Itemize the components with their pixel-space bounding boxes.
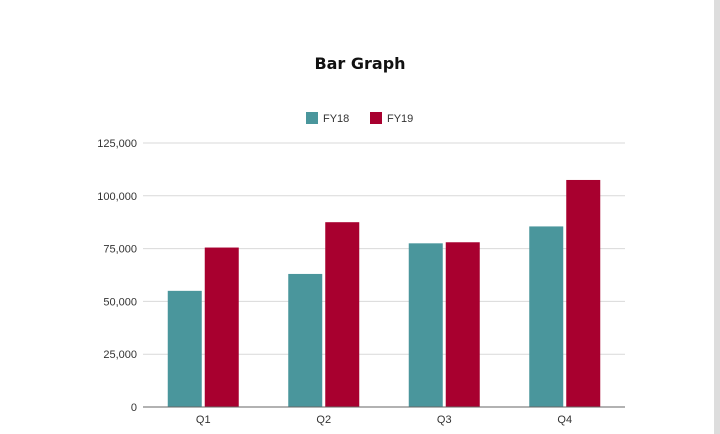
legend-swatch-fy18 — [306, 112, 318, 124]
x-axis: Q1 Q2 Q3 Q4 — [196, 414, 572, 426]
window-edge — [714, 0, 720, 434]
x-tick-label: Q3 — [437, 414, 452, 426]
x-tick-label: Q4 — [557, 414, 572, 426]
bar-fy18-q1 — [167, 290, 202, 407]
x-tick-label: Q2 — [316, 414, 331, 426]
bar-fy18-q2 — [288, 273, 323, 407]
bar-fy18-q3 — [408, 243, 443, 407]
legend-label-fy19: FY19 — [387, 113, 413, 125]
legend-swatch-fy19 — [370, 112, 382, 124]
y-tick-label: 50,000 — [103, 296, 137, 308]
bars — [167, 179, 601, 407]
y-tick-label: 25,000 — [103, 349, 137, 361]
bar-fy19-q1 — [204, 247, 239, 407]
chart-title: Bar Graph — [314, 54, 405, 73]
bar-fy18-q4 — [529, 226, 564, 407]
y-tick-label: 125,000 — [97, 138, 137, 150]
bar-fy19-q3 — [445, 242, 480, 407]
x-tick-label: Q1 — [196, 414, 211, 426]
legend-label-fy18: FY18 — [323, 113, 349, 125]
bar-fy19-q2 — [325, 222, 360, 407]
y-axis: 0 25,000 50,000 75,000 100,000 125,000 — [97, 138, 137, 414]
bar-fy19-q4 — [566, 179, 601, 407]
y-tick-label: 100,000 — [97, 191, 137, 203]
y-tick-label: 0 — [131, 402, 137, 414]
legend: FY18 FY19 — [306, 112, 413, 125]
y-tick-label: 75,000 — [103, 244, 137, 256]
